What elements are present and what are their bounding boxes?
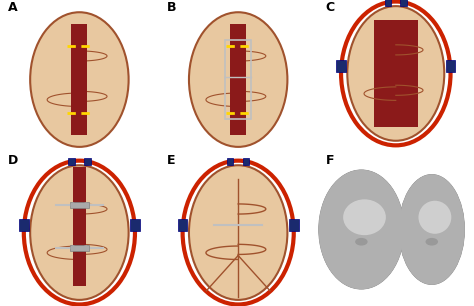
Ellipse shape xyxy=(404,183,460,276)
Text: D: D xyxy=(8,154,18,167)
Circle shape xyxy=(71,203,75,207)
Ellipse shape xyxy=(325,179,398,280)
Ellipse shape xyxy=(334,191,389,268)
Bar xyxy=(70,245,89,251)
Bar xyxy=(70,202,89,208)
Bar xyxy=(243,158,249,165)
Ellipse shape xyxy=(189,12,287,147)
Bar xyxy=(289,219,299,231)
Bar xyxy=(374,20,418,127)
Ellipse shape xyxy=(343,200,386,235)
Ellipse shape xyxy=(426,238,438,245)
Ellipse shape xyxy=(347,6,444,141)
Bar xyxy=(19,219,28,231)
Bar xyxy=(72,24,87,135)
Ellipse shape xyxy=(189,165,287,300)
Text: F: F xyxy=(326,154,334,167)
Circle shape xyxy=(71,246,75,250)
Bar xyxy=(226,40,251,119)
Bar xyxy=(337,60,346,72)
Bar xyxy=(385,0,391,6)
Ellipse shape xyxy=(30,165,128,300)
Ellipse shape xyxy=(319,170,404,289)
Ellipse shape xyxy=(355,238,368,245)
Text: A: A xyxy=(8,1,18,14)
Ellipse shape xyxy=(419,201,451,234)
Ellipse shape xyxy=(410,194,453,265)
Bar xyxy=(401,0,407,6)
Bar xyxy=(178,219,187,231)
Ellipse shape xyxy=(399,174,465,285)
Bar xyxy=(84,158,91,165)
Text: E: E xyxy=(167,154,175,167)
Bar xyxy=(68,158,74,165)
Ellipse shape xyxy=(319,170,404,289)
Text: C: C xyxy=(326,1,335,14)
Circle shape xyxy=(84,203,88,207)
Ellipse shape xyxy=(30,12,128,147)
Bar xyxy=(230,24,246,135)
Bar xyxy=(446,60,455,72)
Text: B: B xyxy=(167,1,176,14)
Circle shape xyxy=(84,246,88,250)
Bar xyxy=(130,219,140,231)
Bar xyxy=(227,158,233,165)
Bar xyxy=(73,167,86,286)
Ellipse shape xyxy=(399,174,465,285)
